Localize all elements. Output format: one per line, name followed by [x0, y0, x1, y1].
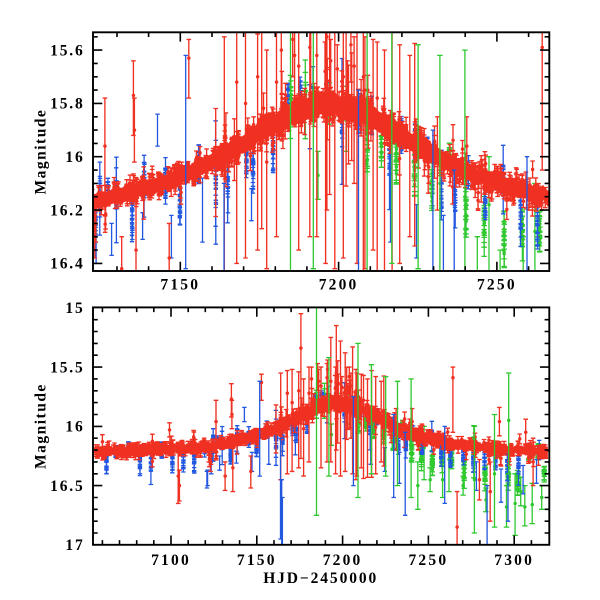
- svg-text:7250: 7250: [408, 552, 448, 569]
- svg-text:7100: 7100: [151, 552, 191, 569]
- svg-text:17: 17: [65, 537, 84, 554]
- svg-text:15: 15: [65, 300, 84, 317]
- svg-text:16.2: 16.2: [50, 202, 84, 219]
- svg-text:16: 16: [65, 149, 84, 166]
- svg-text:HJD−2450000: HJD−2450000: [263, 570, 378, 587]
- svg-text:Magnitude: Magnitude: [32, 109, 49, 195]
- svg-text:7150: 7150: [160, 277, 200, 294]
- svg-text:16.4: 16.4: [50, 256, 84, 273]
- svg-text:15.6: 15.6: [50, 42, 84, 59]
- svg-text:16: 16: [65, 419, 84, 436]
- svg-text:7200: 7200: [319, 277, 359, 294]
- svg-text:15.5: 15.5: [50, 359, 84, 376]
- svg-text:Magnitude: Magnitude: [32, 383, 49, 469]
- svg-text:7300: 7300: [494, 552, 534, 569]
- svg-text:15.8: 15.8: [50, 96, 84, 113]
- svg-text:7250: 7250: [477, 277, 517, 294]
- svg-text:7150: 7150: [237, 552, 277, 569]
- svg-text:16.5: 16.5: [50, 478, 84, 495]
- svg-text:7200: 7200: [323, 552, 363, 569]
